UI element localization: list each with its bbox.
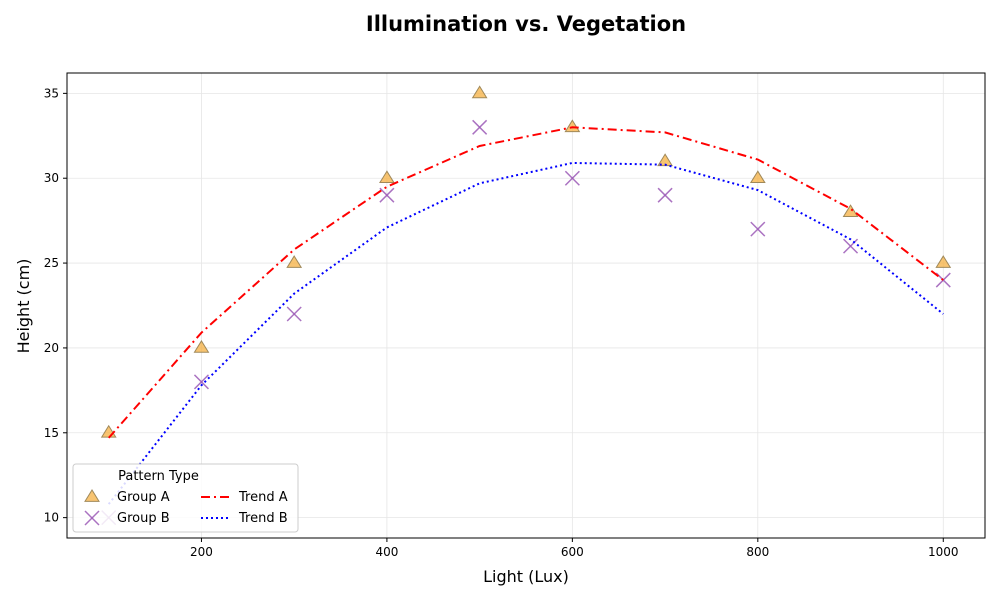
trend-b-series — [107, 161, 944, 505]
series-layer — [100, 85, 952, 526]
x-marker-stroke — [472, 119, 488, 135]
legend-item-trend-a: Trend A — [201, 490, 288, 505]
group-a-point — [564, 119, 581, 133]
group-b-point — [193, 374, 209, 390]
x-marker-stroke — [286, 306, 302, 322]
group-b-point — [843, 238, 859, 254]
y-tick-label: 15 — [44, 426, 59, 440]
legend-swatch — [84, 489, 100, 502]
legend-label: Trend A — [238, 490, 288, 505]
x-marker-stroke — [564, 170, 580, 186]
trend-b-line — [107, 161, 944, 505]
group-a-point — [935, 255, 952, 268]
trend-a-line — [107, 126, 944, 439]
y-axis-label: Height (cm) — [14, 259, 33, 354]
group-b-point — [657, 187, 673, 203]
legend-item-group-a: Group A — [84, 489, 170, 505]
legend-item-group-b: Group B — [84, 510, 170, 526]
y-tick-label: 30 — [44, 171, 59, 185]
x-marker-stroke — [379, 187, 395, 203]
x-marker-stroke — [935, 272, 951, 288]
y-tick-label: 35 — [44, 86, 59, 100]
group-b-point — [750, 221, 766, 237]
x-axis-label: Light (Lux) — [483, 567, 569, 586]
legend-box — [72, 463, 299, 533]
chart-title: Illumination vs. Vegetation — [366, 12, 686, 36]
x-marker-stroke — [843, 238, 859, 254]
legend-title: Pattern Type — [118, 469, 199, 484]
y-tick-label: 10 — [44, 511, 59, 525]
group-a-point — [842, 204, 859, 218]
y-tick-label: 25 — [44, 256, 59, 270]
x-tick-label: 800 — [746, 545, 769, 559]
group-b-point — [472, 119, 488, 135]
group-b-point — [286, 306, 302, 322]
group-b-point — [564, 170, 580, 186]
legend-label: Group B — [117, 511, 170, 526]
legend-item-trend-b: Trend B — [201, 511, 288, 526]
x-marker-stroke — [193, 374, 209, 390]
x-marker-stroke — [84, 510, 100, 526]
x-tick-label: 1000 — [928, 545, 959, 559]
group-a-point — [379, 170, 395, 184]
group-a-series — [100, 85, 952, 438]
trend-a-series — [107, 126, 944, 439]
legend: Pattern Type Group A Group B Trend A Trend B — [72, 463, 299, 533]
axes: 200 400 600 800 1000 10 15 20 25 30 35 — [44, 86, 959, 559]
x-marker-stroke — [657, 187, 673, 203]
legend-label: Trend B — [238, 511, 288, 526]
group-a-point — [749, 170, 766, 184]
legend-swatch — [84, 510, 100, 526]
group-a-point — [286, 255, 303, 268]
x-marker-stroke — [750, 221, 766, 237]
y-tick-label: 20 — [44, 341, 59, 355]
group-a-point — [471, 85, 488, 99]
x-tick-label: 600 — [561, 545, 584, 559]
group-a-point — [193, 339, 210, 353]
x-tick-label: 400 — [375, 545, 398, 559]
x-tick-label: 200 — [190, 545, 213, 559]
group-b-point — [379, 187, 395, 203]
legend-label: Group A — [117, 490, 170, 505]
plot-frame — [66, 72, 986, 539]
